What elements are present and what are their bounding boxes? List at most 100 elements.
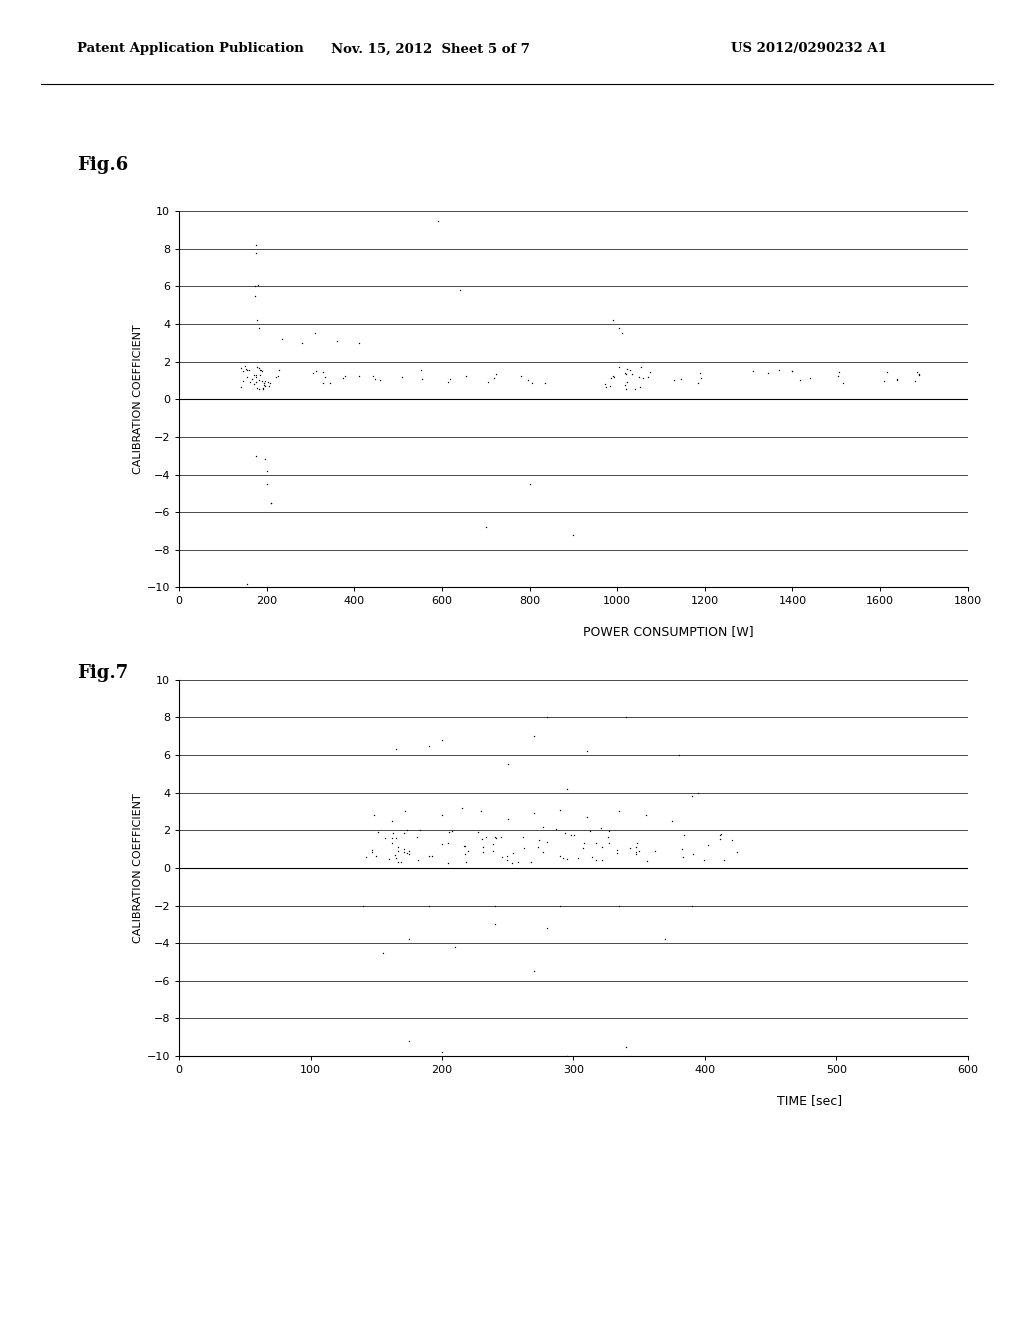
Point bbox=[247, 285, 263, 306]
Point bbox=[639, 851, 655, 873]
Point bbox=[414, 368, 430, 389]
Point bbox=[263, 492, 280, 513]
Point bbox=[539, 708, 555, 729]
Point bbox=[601, 832, 617, 853]
Text: Fig.6: Fig.6 bbox=[77, 156, 128, 174]
Point bbox=[713, 824, 729, 845]
Point bbox=[520, 370, 537, 391]
Point bbox=[470, 821, 486, 842]
Point bbox=[399, 820, 416, 841]
Point bbox=[259, 474, 275, 495]
Point bbox=[556, 822, 572, 843]
Point bbox=[515, 826, 531, 847]
Point bbox=[246, 364, 262, 385]
Point bbox=[236, 360, 252, 381]
Point bbox=[605, 366, 622, 387]
Point bbox=[642, 362, 658, 383]
Point bbox=[877, 371, 893, 392]
Point bbox=[611, 317, 628, 338]
Point bbox=[355, 895, 372, 916]
Point bbox=[475, 841, 492, 862]
Point bbox=[512, 366, 528, 387]
Point bbox=[474, 828, 490, 849]
Point bbox=[440, 821, 457, 842]
Point bbox=[459, 366, 475, 387]
Point bbox=[611, 895, 628, 916]
Point bbox=[760, 363, 776, 384]
Point bbox=[628, 837, 644, 858]
Point bbox=[784, 360, 801, 381]
Point bbox=[602, 375, 618, 396]
Point bbox=[674, 838, 690, 859]
Point bbox=[685, 843, 701, 865]
Point bbox=[603, 367, 620, 388]
Point bbox=[666, 370, 682, 391]
Point bbox=[384, 810, 400, 832]
Point bbox=[485, 367, 502, 388]
Point bbox=[633, 356, 649, 378]
Point bbox=[444, 820, 461, 841]
Point bbox=[259, 461, 275, 482]
Point bbox=[487, 828, 504, 849]
Point bbox=[500, 754, 516, 775]
Point bbox=[252, 364, 268, 385]
Point bbox=[540, 832, 556, 853]
Point bbox=[260, 372, 276, 393]
Point bbox=[523, 851, 540, 873]
Point bbox=[458, 851, 474, 873]
Point bbox=[729, 841, 745, 862]
Point bbox=[675, 846, 691, 867]
Point bbox=[247, 276, 263, 297]
Point bbox=[593, 817, 609, 838]
Point bbox=[616, 363, 633, 384]
Point bbox=[657, 929, 674, 950]
Point bbox=[631, 840, 647, 861]
Point bbox=[244, 368, 260, 389]
Point bbox=[638, 805, 654, 826]
Point bbox=[745, 360, 762, 381]
Point bbox=[910, 364, 927, 385]
Point bbox=[802, 368, 818, 389]
Point bbox=[529, 837, 546, 858]
Point bbox=[622, 360, 638, 381]
Point bbox=[632, 376, 648, 397]
Point bbox=[629, 833, 645, 854]
Point bbox=[484, 834, 501, 855]
Point bbox=[608, 842, 625, 863]
Point bbox=[316, 367, 333, 388]
Point bbox=[618, 358, 635, 379]
Point bbox=[366, 366, 382, 387]
Point bbox=[257, 375, 273, 396]
Point bbox=[793, 370, 809, 391]
Point bbox=[676, 825, 692, 846]
Point bbox=[559, 849, 575, 870]
Text: Fig.7: Fig.7 bbox=[77, 664, 128, 682]
Point bbox=[350, 366, 367, 387]
Text: US 2012/0290232 A1: US 2012/0290232 A1 bbox=[731, 42, 887, 55]
Text: Nov. 15, 2012  Sheet 5 of 7: Nov. 15, 2012 Sheet 5 of 7 bbox=[331, 42, 529, 55]
Point bbox=[250, 275, 266, 296]
Point bbox=[909, 362, 926, 383]
Point bbox=[635, 367, 651, 388]
Point bbox=[274, 329, 291, 350]
Point bbox=[505, 842, 521, 863]
Point bbox=[248, 366, 264, 387]
Point bbox=[242, 371, 258, 392]
Point bbox=[253, 360, 269, 381]
Point bbox=[515, 837, 531, 858]
Point bbox=[647, 841, 664, 862]
Point bbox=[829, 366, 846, 387]
Point bbox=[256, 449, 272, 470]
Point bbox=[421, 735, 437, 756]
Point bbox=[269, 366, 286, 387]
Point bbox=[588, 833, 604, 854]
Point bbox=[398, 842, 415, 863]
Point bbox=[248, 242, 264, 263]
Point bbox=[233, 376, 250, 397]
Point bbox=[440, 853, 457, 874]
Point bbox=[249, 356, 265, 378]
Point bbox=[388, 847, 404, 869]
Point bbox=[389, 836, 406, 857]
Point bbox=[684, 895, 700, 916]
Point bbox=[457, 836, 473, 857]
